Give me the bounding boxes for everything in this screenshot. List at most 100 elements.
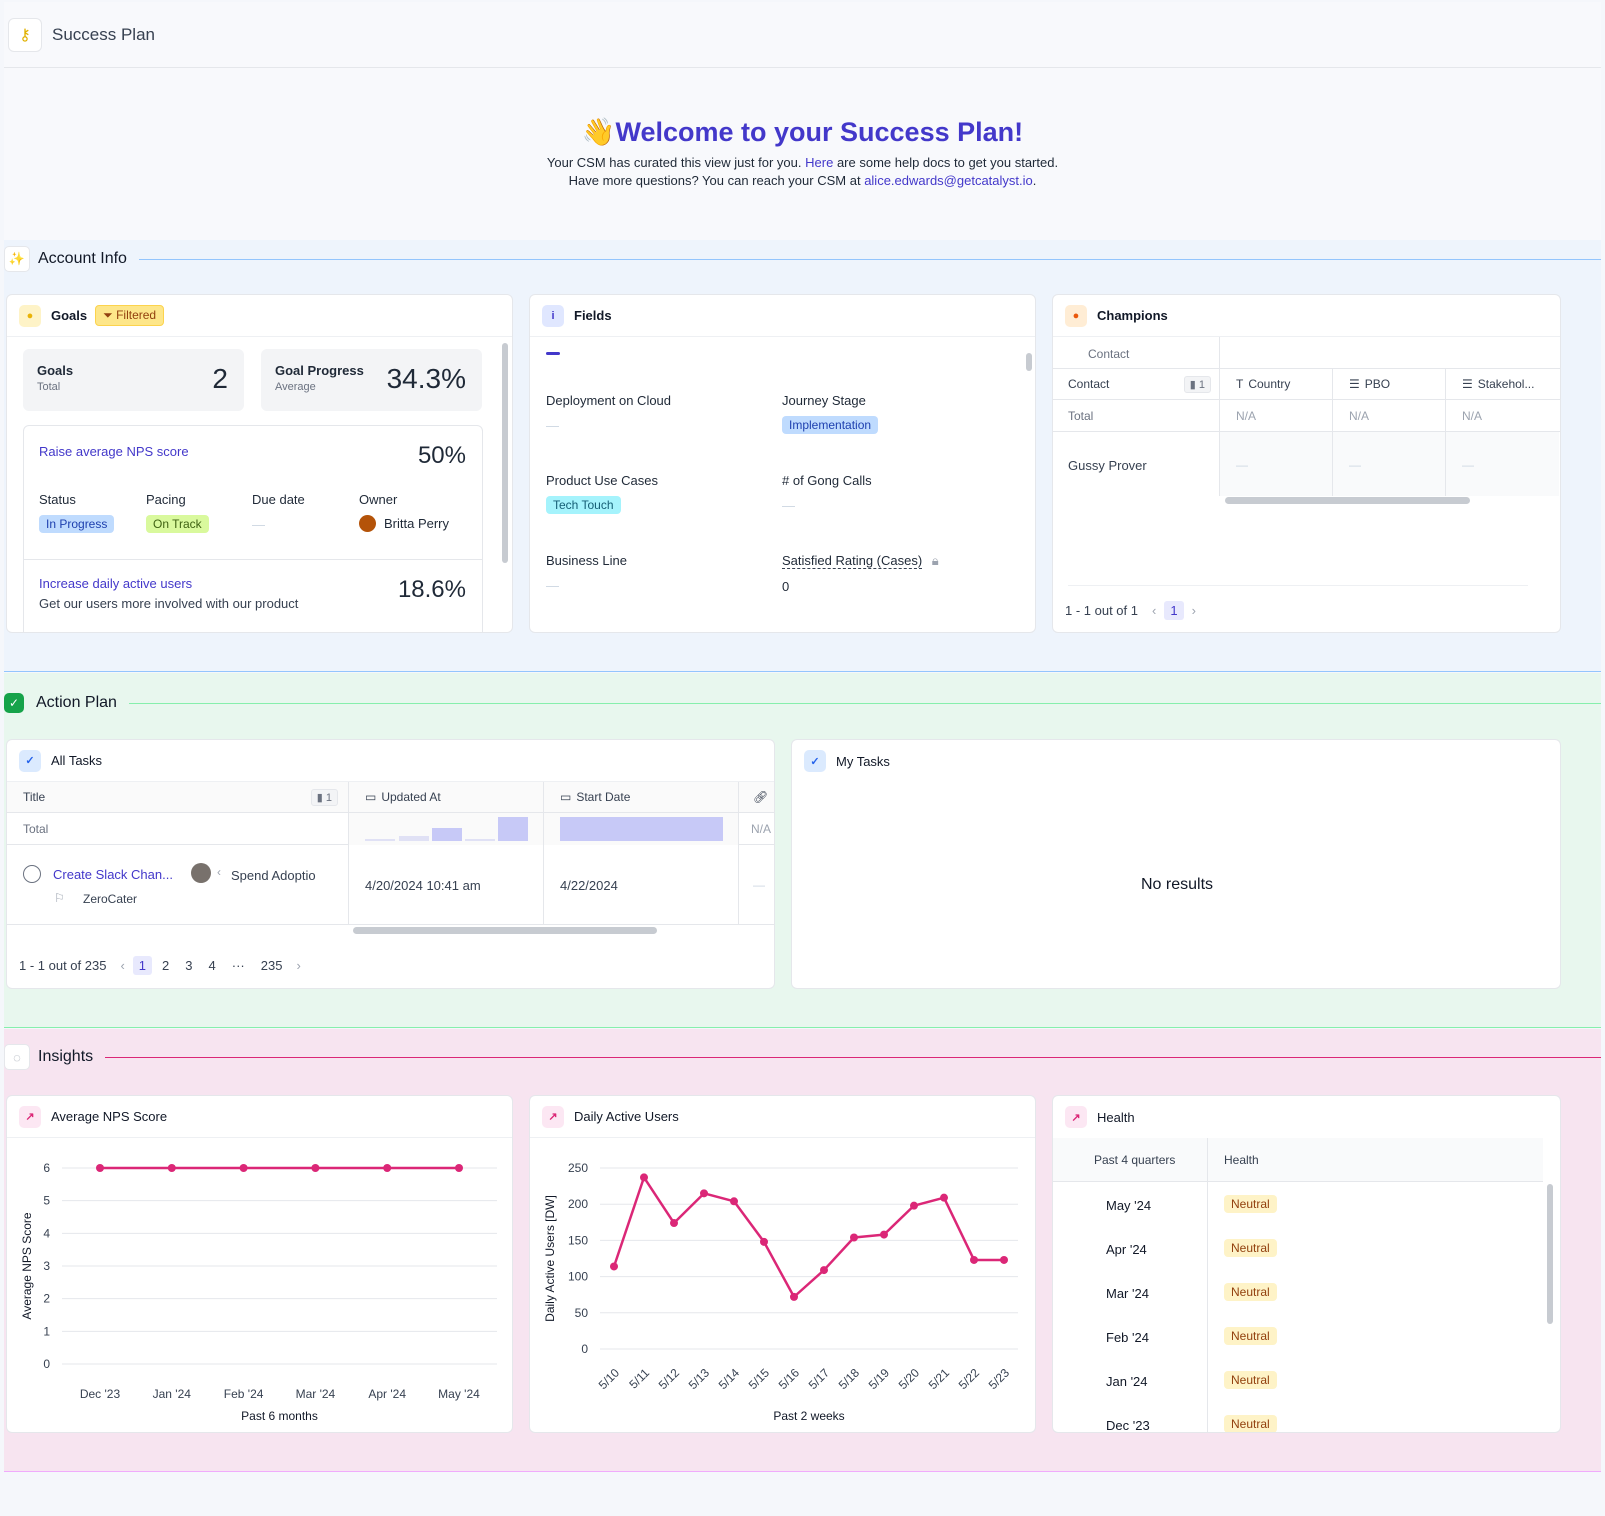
data-point — [700, 1189, 708, 1198]
series-line — [612, 1176, 1004, 1299]
page-button[interactable]: 1 — [1164, 601, 1184, 620]
goals-scrollbar[interactable] — [502, 343, 508, 563]
x-tick-label: Dec '23 — [80, 1387, 121, 1401]
chevron-right-icon[interactable]: › — [296, 958, 301, 973]
fields-scrollbar[interactable] — [1026, 353, 1032, 371]
welcome-banner: 👋Welcome to your Success Plan! Your CSM … — [4, 68, 1601, 248]
column-header-period[interactable]: Past 4 quarters — [1053, 1138, 1208, 1181]
trend-chart-icon: ↗ — [542, 1105, 564, 1128]
goal-progress-stat: Goal Progress Average 34.3% — [261, 349, 482, 411]
x-tick-label: 5/15 — [746, 1365, 773, 1392]
page-button[interactable]: 235 — [260, 958, 283, 973]
column-header-health[interactable]: Health — [1224, 1153, 1259, 1167]
column-header-start-date[interactable]: ▭ Start Date — [544, 781, 739, 813]
data-point — [96, 1164, 104, 1172]
column-summary-icon[interactable]: ▮ 1 — [1183, 375, 1211, 393]
help-docs-link[interactable]: Here — [805, 155, 834, 170]
page-button[interactable]: 3 — [185, 958, 193, 973]
flag-icon: ⚐ — [54, 891, 65, 905]
data-point — [970, 1255, 978, 1264]
data-point — [455, 1164, 463, 1172]
goal-title-link[interactable]: Increase daily active users — [39, 576, 193, 591]
table-row[interactable]: Feb '24 Neutral — [1053, 1314, 1543, 1358]
field-business-line: Business Line — — [546, 553, 627, 593]
column-header-updated-at[interactable]: ▭ Updated At — [349, 781, 544, 813]
field-journey-stage: Journey Stage Implementation — [782, 393, 879, 434]
table-row[interactable]: Gussy Prover — — — — [1053, 432, 1560, 496]
task-complete-checkbox[interactable] — [23, 865, 41, 883]
welcome-line-2: Have more questions? You can reach your … — [568, 173, 1037, 188]
page-title: Success Plan — [52, 24, 155, 44]
table-row[interactable]: Mar '24 Neutral — [1053, 1270, 1543, 1314]
y-axis-label: Average NPS Score — [20, 1212, 34, 1319]
filtered-badge[interactable]: ⏷ Filtered — [95, 305, 165, 326]
chevron-right-icon[interactable]: › — [1191, 603, 1196, 618]
account-info-header: ✨ Account Info — [4, 244, 1601, 274]
avatar — [359, 515, 376, 532]
health-scrollbar[interactable] — [1547, 1184, 1553, 1324]
y-tick-label: 50 — [575, 1306, 589, 1320]
chevron-left-icon[interactable]: ‹ — [1152, 603, 1157, 618]
tasks-h-scrollbar[interactable] — [353, 927, 657, 934]
y-tick-label: 3 — [43, 1259, 50, 1273]
goal-title-link[interactable]: Raise average NPS score — [39, 444, 189, 459]
y-axis-label: Daily Active Users [DW] — [543, 1195, 557, 1322]
table-row[interactable]: May '24 Neutral — [1053, 1182, 1543, 1226]
list-type-icon: ☰ — [1462, 377, 1473, 391]
champions-pagination: 1 - 1 out of 1 ‹ 1 › — [1065, 601, 1196, 620]
y-tick-label: 2 — [43, 1292, 50, 1306]
totals-row: Total N/A — [7, 813, 774, 845]
action-plan-section: ✓ Action Plan ✓ All Tasks Title ▮ 1 ▭ Upd… — [4, 673, 1601, 1028]
goals-card-header: ● Goals ⏷ Filtered — [7, 295, 512, 337]
column-header-stakeholder[interactable]: ☰ Stakehol... — [1462, 377, 1535, 391]
y-tick-label: 4 — [43, 1226, 50, 1240]
data-point — [820, 1266, 828, 1275]
page-button[interactable]: 1 — [132, 956, 153, 975]
chat-bubble-icon: ◌ — [4, 1044, 30, 1070]
x-tick-label: 5/22 — [956, 1365, 983, 1392]
avatar — [191, 863, 211, 883]
champions-h-scrollbar[interactable] — [1225, 497, 1470, 504]
owner[interactable]: Britta Perry — [359, 515, 449, 532]
chevron-left-icon[interactable]: ‹ — [120, 958, 125, 973]
list-type-icon: ☰ — [1349, 377, 1360, 391]
x-tick-label: 5/21 — [926, 1365, 953, 1392]
column-header-title[interactable]: Title ▮ 1 — [7, 781, 349, 813]
check-box-icon: ✓ — [4, 693, 24, 713]
column-header-country[interactable]: T Country — [1220, 368, 1333, 400]
goal-item[interactable]: Raise average NPS score 50% Status Pacin… — [24, 426, 482, 560]
goals-card: ● Goals ⏷ Filtered Goals Total 2 Goal Pr… — [6, 294, 513, 633]
nps-line-chart: 0 1 2 3 4 5 6 Dec '23 Jan '24 Feb '24 Mar '24 Apr '… — [20, 1161, 497, 1423]
health-period: Apr '24 — [1053, 1226, 1208, 1270]
column-summary-icon[interactable]: ▮ 1 — [310, 788, 338, 806]
table-row[interactable]: Jan '24 Neutral — [1053, 1358, 1543, 1402]
welcome-line-1: Your CSM has curated this view just for … — [546, 155, 1059, 170]
table-row[interactable]: Dec '23 Neutral — [1053, 1402, 1543, 1432]
nps-card: ↗ Average NPS Score 0 1 2 3 4 5 6 Dec '23 Jan '2… — [6, 1095, 513, 1433]
column-header-pbo[interactable]: ☰ PBO — [1333, 368, 1446, 400]
chevron-left-icon: ‹ — [217, 865, 221, 879]
table-row[interactable]: Apr '24 Neutral — [1053, 1226, 1543, 1270]
task-title-link[interactable]: Create Slack Chan... — [53, 867, 173, 882]
csm-email-link[interactable]: alice.edwards@getcatalyst.io — [864, 173, 1033, 188]
calendar-icon: ▭ — [365, 790, 377, 804]
data-point — [850, 1233, 858, 1242]
champions-table: Contact Contact ▮ 1 T Country ☰ PBO ☰ Stake… — [1053, 337, 1560, 496]
goal-item[interactable]: Increase daily active users Get our user… — [39, 576, 466, 611]
health-rows: May '24 Neutral Apr '24 Neutral Mar '24 Neutr… — [1053, 1182, 1543, 1432]
column-header-contact[interactable]: Contact ▮ 1 — [1053, 368, 1220, 400]
page-button[interactable]: 4 — [208, 958, 216, 973]
health-badge: Neutral — [1224, 1415, 1277, 1432]
table-row[interactable]: Create Slack Chan... ‹ Spend Adoptio ⚐ Z… — [7, 845, 774, 925]
data-point — [383, 1164, 392, 1172]
y-tick-label: 0 — [43, 1357, 50, 1371]
field-satisfied-rating: Satisfied Rating (Cases) 🔒︎ 0 — [782, 553, 939, 594]
insights-header: ◌ Insights — [4, 1042, 1601, 1072]
page-button[interactable]: 2 — [162, 958, 170, 973]
sparkles-icon: ✨ — [4, 246, 30, 272]
column-header-link[interactable]: 🔗︎ — [739, 782, 774, 813]
field-product-use-cases: Product Use Cases Tech Touch — [546, 473, 658, 514]
checkbox-icon: ✓ — [19, 749, 41, 772]
filter-icon: ⏷ — [103, 308, 113, 322]
